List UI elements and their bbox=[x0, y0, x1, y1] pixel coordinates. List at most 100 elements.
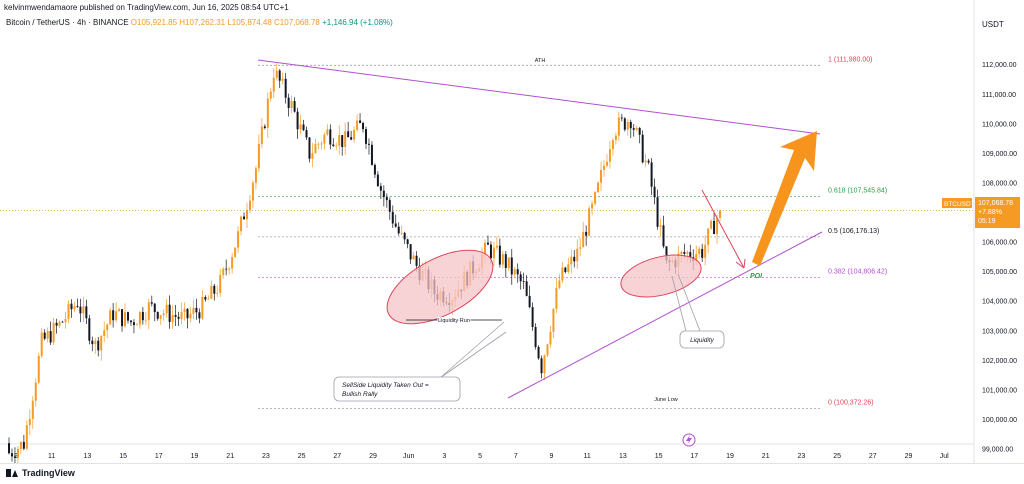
candle-body bbox=[650, 162, 653, 187]
time-tick-label: Jun bbox=[403, 453, 414, 460]
candle-body bbox=[647, 160, 650, 163]
candle-body bbox=[8, 443, 10, 454]
time-tick-label: 29 bbox=[905, 453, 913, 460]
candle-body bbox=[594, 192, 597, 204]
time-tick-label: 5 bbox=[478, 453, 482, 460]
candle-body bbox=[513, 269, 516, 275]
candle-body bbox=[344, 131, 347, 147]
candle-body bbox=[329, 129, 332, 145]
candle-body bbox=[635, 127, 638, 130]
time-tick-label: 11 bbox=[584, 453, 591, 460]
symbol-name[interactable]: Bitcoin / TetherUS · 4h · BINANCE bbox=[6, 18, 129, 27]
candle-body bbox=[373, 164, 376, 175]
current-timer-text: 05:19 bbox=[978, 218, 996, 225]
candle-body bbox=[183, 308, 186, 313]
candle-body bbox=[504, 254, 507, 268]
candle-body bbox=[55, 322, 58, 326]
candle-body bbox=[109, 310, 112, 325]
candle-body bbox=[22, 441, 25, 449]
liquidity-callout-box[interactable] bbox=[679, 330, 725, 349]
time-tick-label: 15 bbox=[119, 453, 127, 460]
candle-body bbox=[49, 331, 52, 343]
liquidity-callout-label: Liquidity bbox=[690, 337, 715, 344]
candle-body bbox=[623, 118, 626, 130]
candle-body bbox=[34, 382, 37, 401]
candle-body bbox=[284, 78, 287, 98]
candle-body bbox=[707, 228, 710, 245]
time-tick-label: 17 bbox=[155, 453, 163, 460]
candle-body bbox=[195, 307, 198, 313]
sellside-callout-box[interactable] bbox=[333, 376, 461, 402]
candle-body bbox=[100, 335, 103, 351]
time-tick-label: Jul bbox=[940, 453, 949, 460]
candle-body bbox=[409, 244, 412, 260]
candle-body bbox=[507, 257, 510, 268]
candle-body bbox=[129, 320, 132, 323]
candle-body bbox=[115, 311, 118, 321]
tradingview-logo[interactable]: TradingView bbox=[6, 468, 75, 478]
candle-body bbox=[597, 182, 600, 193]
candle-body bbox=[588, 208, 591, 236]
candle-body bbox=[281, 78, 284, 81]
candle-body bbox=[353, 130, 356, 140]
liquidity-zone-right[interactable] bbox=[617, 248, 706, 305]
candle-body bbox=[403, 232, 406, 240]
candle-body bbox=[91, 340, 94, 345]
candle-body bbox=[251, 182, 254, 201]
candle-body bbox=[385, 197, 388, 201]
candle-body bbox=[600, 169, 603, 183]
candle-body bbox=[317, 143, 320, 145]
candle-body bbox=[332, 144, 335, 146]
candle-body bbox=[121, 309, 124, 327]
published-line: kelvinmwendamaore published on TradingVi… bbox=[4, 3, 289, 12]
candle-body bbox=[713, 220, 716, 235]
candle-body bbox=[272, 77, 275, 92]
drop-projection-line[interactable] bbox=[701, 189, 745, 269]
poi-label: POI bbox=[750, 273, 763, 280]
candle-body bbox=[379, 186, 382, 191]
candle-body bbox=[234, 247, 237, 258]
candle-body bbox=[204, 297, 207, 300]
liquidity-zone-left[interactable] bbox=[376, 235, 505, 339]
price-tick-label: 102,000.00 bbox=[982, 358, 1017, 365]
candle-body bbox=[644, 160, 647, 163]
price-tick-label: 101,000.00 bbox=[982, 387, 1017, 394]
candle-body bbox=[124, 312, 127, 327]
time-tick-label: 25 bbox=[298, 453, 306, 460]
candle-body bbox=[400, 232, 403, 234]
candle-body bbox=[150, 302, 153, 304]
lightning-icon[interactable] bbox=[682, 433, 696, 447]
candle-body bbox=[88, 318, 91, 341]
candle-body bbox=[103, 330, 106, 336]
candle-body bbox=[97, 340, 100, 351]
candle-body bbox=[58, 321, 61, 326]
price-tick-label: 109,000.00 bbox=[982, 151, 1017, 158]
time-tick-label: 11 bbox=[48, 453, 55, 460]
rally-projection-arrow[interactable] bbox=[752, 131, 817, 266]
candle-body bbox=[171, 315, 174, 322]
candle-body bbox=[269, 91, 272, 99]
candle-body bbox=[192, 307, 195, 314]
candle-body bbox=[704, 244, 707, 258]
candle-body bbox=[82, 306, 85, 314]
june-low-label: June Low bbox=[654, 397, 678, 403]
candle-body bbox=[135, 324, 138, 326]
candle-body bbox=[260, 126, 263, 144]
wedge-upper-line[interactable] bbox=[257, 59, 821, 135]
candle-body bbox=[397, 226, 400, 234]
price-chart[interactable]: USDT 112,000.00 111,000.00 110,000.00 109,0… bbox=[0, 0, 1024, 463]
candle-body bbox=[207, 298, 210, 300]
candle-body bbox=[555, 287, 558, 309]
candle-body bbox=[525, 281, 528, 296]
candle-body bbox=[558, 280, 561, 288]
candle-body bbox=[201, 297, 204, 319]
candle-body bbox=[695, 253, 698, 261]
sellside-pointer-2 bbox=[439, 331, 507, 379]
candle-body bbox=[246, 209, 248, 220]
drop-projection-arrowhead bbox=[735, 258, 746, 269]
liquidity-pointer-2 bbox=[677, 273, 701, 332]
wedge-lower-line[interactable] bbox=[507, 231, 823, 399]
candle-body bbox=[323, 134, 326, 144]
sellside-callout-line2: Bullish Rally bbox=[342, 391, 378, 398]
candle-body bbox=[79, 306, 82, 314]
